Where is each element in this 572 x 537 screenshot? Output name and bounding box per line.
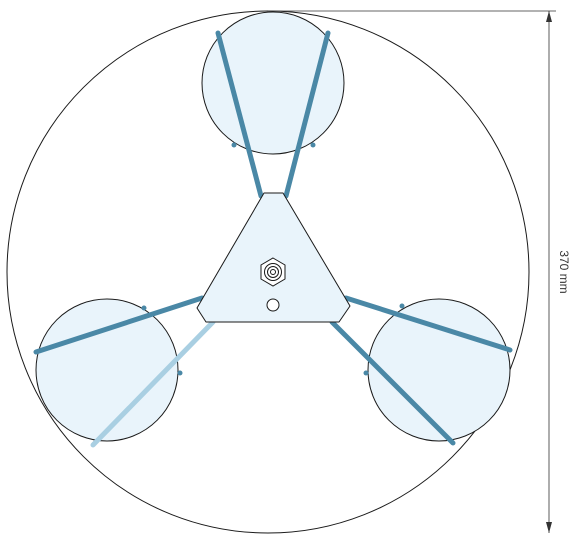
pivot-dot-top-right bbox=[310, 142, 316, 148]
triangular-hub bbox=[196, 192, 351, 323]
rod-left-lower bbox=[90, 319, 216, 448]
nut-ring-middle bbox=[267, 266, 279, 278]
right-pad bbox=[367, 298, 511, 442]
center-nut-fitting bbox=[260, 257, 286, 287]
mounting-hole bbox=[266, 298, 280, 312]
rods bbox=[33, 30, 513, 448]
pivot-dot-top-left bbox=[231, 142, 237, 148]
dimension-group: 370 mm bbox=[268, 10, 571, 533]
top-pad bbox=[201, 11, 345, 155]
rod-right-lower bbox=[329, 319, 456, 446]
nut-hexagon bbox=[260, 257, 286, 287]
nut-ring-outer bbox=[264, 263, 282, 281]
rod-right-upper bbox=[343, 295, 513, 353]
dimension-arrow-top bbox=[546, 11, 552, 22]
dimension-arrow-bottom bbox=[546, 522, 552, 533]
left-pad bbox=[35, 298, 179, 442]
pivot-dot-left-right bbox=[177, 370, 183, 376]
rod-top-right bbox=[283, 30, 331, 199]
rod-top-left bbox=[215, 30, 264, 199]
pivot-dots bbox=[141, 142, 405, 376]
pivot-dot-right-upper bbox=[399, 303, 405, 309]
rod-left-upper bbox=[33, 295, 205, 355]
pivot-dot-right-left bbox=[363, 370, 369, 376]
nut-ring-inner bbox=[270, 269, 276, 275]
dimension-label: 370 mm bbox=[557, 250, 571, 293]
pivot-dot-left-upper bbox=[141, 305, 147, 311]
